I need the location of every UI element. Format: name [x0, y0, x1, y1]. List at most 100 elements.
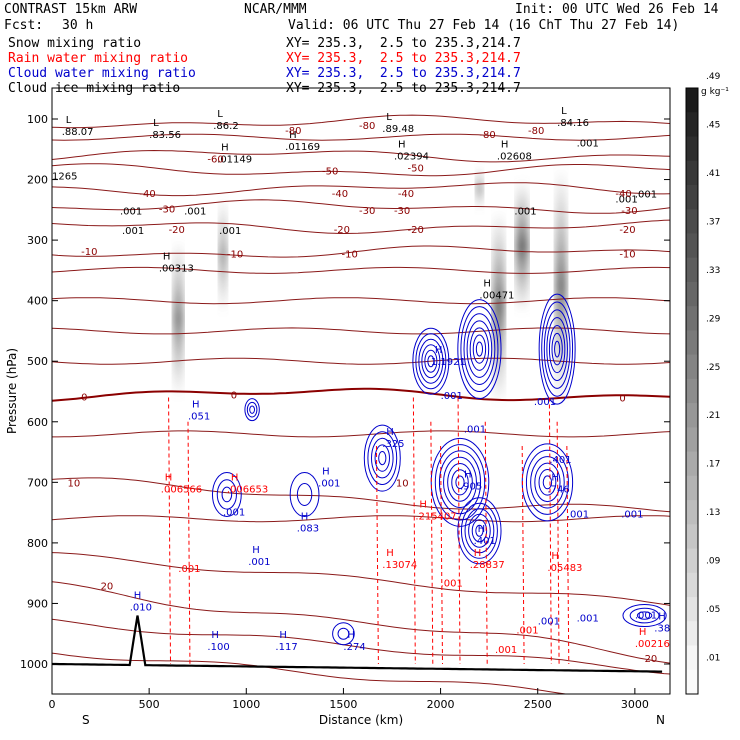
field-name-snow: Snow mixing ratio [8, 36, 142, 51]
colorbar-swatch-22 [686, 621, 698, 647]
cloudwater-contour-4-1 [455, 475, 465, 490]
cloudwater-contour-6-3 [534, 462, 561, 503]
extremum-type-14: H [464, 469, 472, 480]
isotherm-label-10: -40 [615, 189, 631, 200]
endpoint-right: N [656, 713, 665, 727]
cloudwater-contour-3-1 [378, 451, 387, 466]
isotherm-minor-3 [52, 327, 670, 335]
cloudwater-contour-7-1 [249, 405, 256, 414]
extremum-value-23: .274 [343, 642, 365, 653]
extremum-value-10: .00471 [479, 291, 514, 302]
isotherm-20 [52, 581, 670, 664]
rain-contour-7 [484, 421, 488, 665]
cloudwater-contour-8-3 [211, 471, 242, 517]
field-xy-rain: XY= 235.3, 2.5 to 235.3,214.7 [286, 51, 521, 66]
extremum-value-1: .83.56 [149, 130, 181, 141]
contour-value-13: .001 [534, 397, 556, 408]
colorbar: .01 .05 .09 .13 .17 .21 .25 .29 .33 .37 .41 .45 .49 g… [685, 72, 729, 695]
extremum-value-11: .051 [188, 412, 210, 423]
model-title: CONTRAST 15km ARW [4, 2, 138, 17]
cloudwater-contour-4-6 [434, 444, 486, 521]
cloudwater-contour-0-1 [427, 355, 435, 368]
cloudwater-contour-0-6 [412, 327, 450, 395]
isotherm-label-19: -10 [81, 247, 97, 258]
isotherm-minor-4 [52, 357, 670, 365]
isotherm-minor-8 [52, 618, 670, 675]
y-tick-label-7: 800 [27, 537, 48, 550]
cloudwater-contour-5-6 [457, 497, 502, 565]
isotherm--40 [52, 182, 670, 197]
extremum-type-3: H [289, 130, 297, 141]
extremum-value-6: .01149 [217, 154, 252, 165]
extremum-type-13: H [386, 427, 394, 438]
extremum-value-3: .01169 [285, 142, 320, 153]
plot-frame [51, 87, 671, 695]
colorbar-swatch-13 [686, 403, 698, 428]
isotherm-minor-7 [52, 552, 670, 606]
extremum-type-6: H [221, 142, 229, 153]
cloudwater-contour-1-4 [466, 320, 493, 378]
extremum-type-18: H [322, 466, 330, 477]
cloudwater-contour-2-5 [543, 309, 571, 389]
contour-value-21: .401 [549, 455, 571, 466]
contour-value-3: .001 [184, 207, 206, 218]
extremum-value-8: .02608 [497, 151, 532, 162]
extremum-value-28: .13074 [382, 560, 417, 571]
cloudwater-contour-11-3 [622, 604, 667, 628]
cloudwater-contour-7-3 [244, 398, 260, 422]
contour-value-17: .001 [577, 614, 599, 625]
isotherm-label-5: -50 [322, 166, 338, 177]
cloudwater-contour-9-2 [289, 471, 320, 517]
contour-value-2: .001 [122, 226, 144, 237]
cloudwater-contour-6-2 [538, 469, 557, 496]
extremum-value-30: .05483 [547, 563, 582, 574]
colorbar-swatch-14 [686, 427, 698, 453]
colorbar-label-7: .29 [706, 314, 721, 324]
extremum-type-23: H [347, 630, 355, 641]
colorbar-swatch-7 [686, 257, 698, 283]
snow-shade-0 [172, 240, 184, 398]
extremum-value-12: 1.1921 [431, 357, 466, 368]
cloudwater-contour-4-5 [438, 450, 482, 515]
colorbar-swatch-0 [686, 88, 698, 113]
isotherm-label-18: -20 [619, 225, 635, 236]
rain-contour-2 [375, 445, 379, 665]
cloudwater-contour-1-2 [472, 334, 487, 364]
extremum-type-5: L [561, 106, 567, 117]
isotherm-label-12: -30 [359, 206, 375, 217]
contour-value-0: 1265 [52, 172, 77, 183]
cloudwater-contour-4-3 [447, 462, 473, 502]
extremum-type-16: H [551, 472, 559, 483]
contour-value-20: .001 [464, 425, 486, 436]
x-tick-label-6: 3000 [621, 698, 649, 711]
extremum-value-13: .325 [382, 439, 404, 450]
field-xy-cloudwater: XY= 235.3, 2.5 to 235.3,214.7 [286, 66, 521, 81]
extremum-type-30: H [551, 551, 559, 562]
y-axis-label: Pressure (hPa) [5, 348, 19, 434]
colorbar-swatch-21 [686, 597, 698, 622]
extremum-type-28: H [386, 548, 394, 559]
colorbar-swatch-8 [686, 281, 698, 307]
cloudwater-contour-0-3 [421, 344, 441, 379]
cloudwater-contour-10-2 [332, 622, 355, 646]
isotherm--80 [52, 114, 670, 129]
cloudwater-contour-3-2 [374, 444, 390, 472]
snow-shade-3 [515, 179, 529, 313]
contour-value-15: .001 [621, 509, 643, 520]
colorbar-swatch-12 [686, 378, 698, 404]
contour-value-22: .001 [223, 508, 245, 519]
extremum-value-2: .86.2 [213, 121, 238, 132]
contour-value-18: .001 [635, 611, 657, 622]
colorbar-swatch-17 [686, 500, 698, 525]
cloudwater-contour-0-5 [415, 333, 447, 390]
colorbar-unit: g kg⁻¹ [701, 87, 729, 97]
colorbar-label-1: .05 [706, 605, 720, 615]
cloudwater-contour-7-2 [246, 401, 258, 418]
extremum-value-14: .905 [460, 481, 482, 492]
snow-shading-layer [172, 167, 567, 404]
colorbar-swatch-15 [686, 451, 698, 477]
endpoint-left: S [82, 713, 90, 727]
colorbar-label-5: .21 [706, 411, 720, 421]
